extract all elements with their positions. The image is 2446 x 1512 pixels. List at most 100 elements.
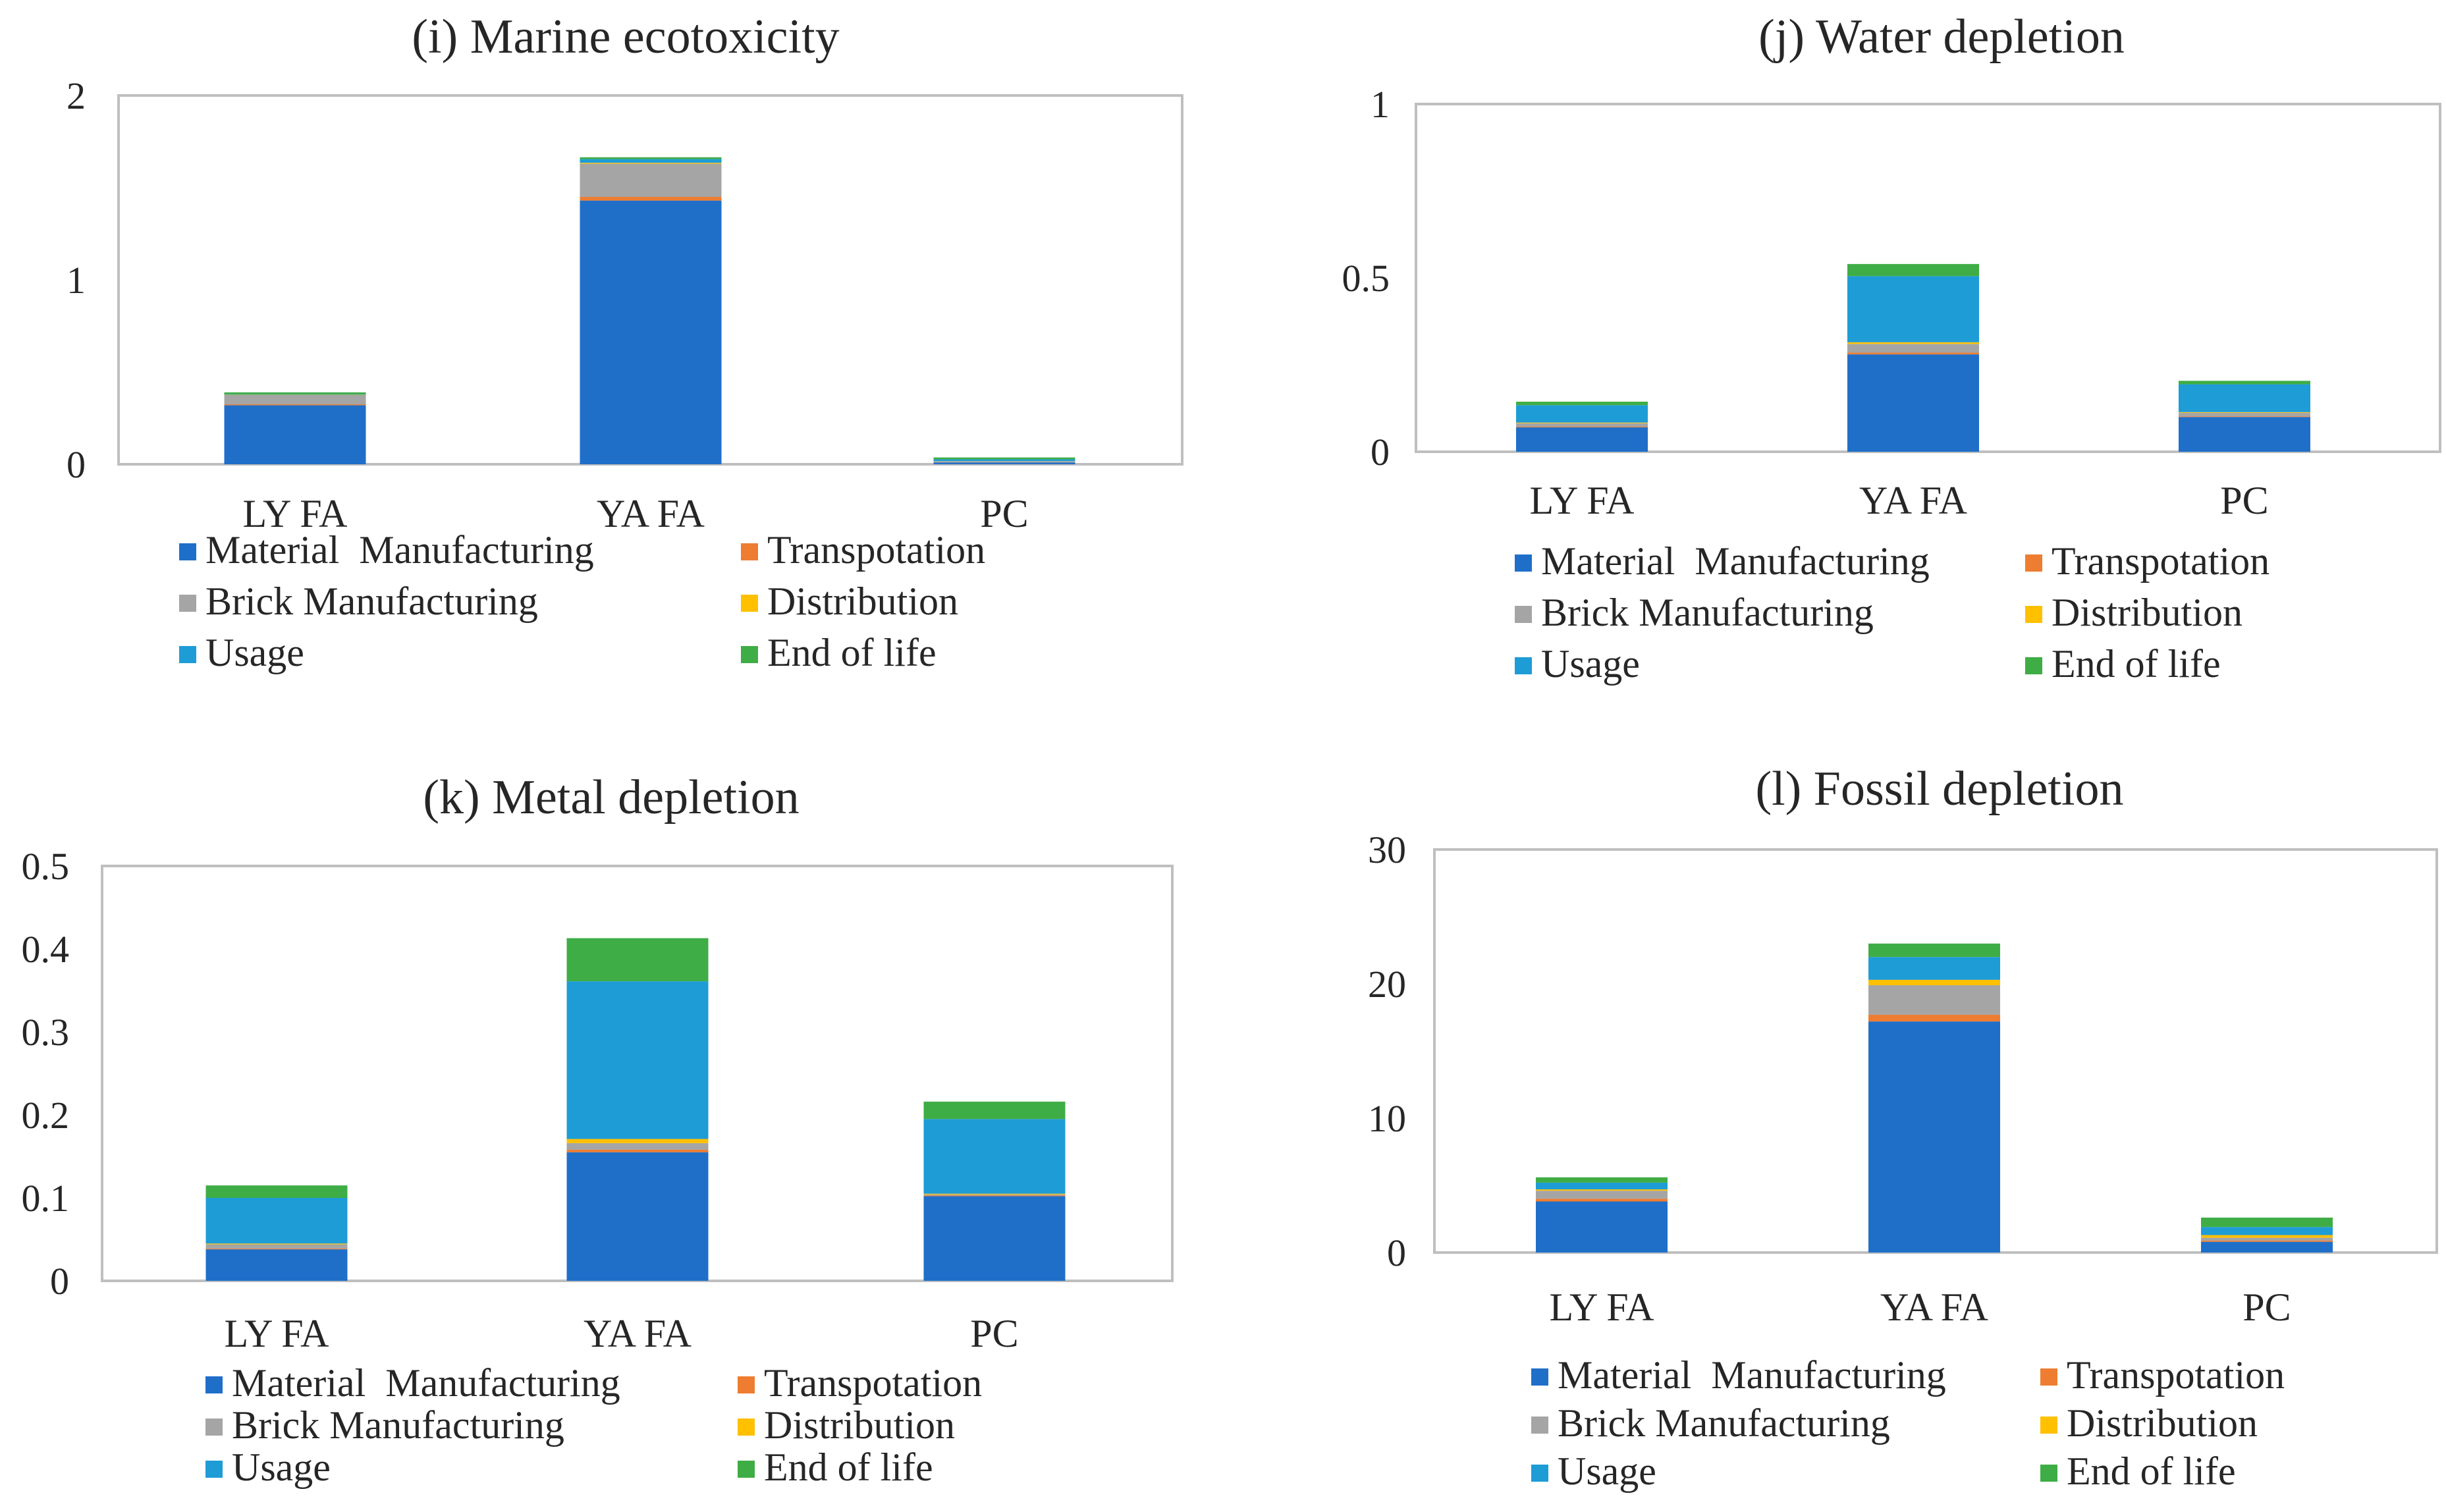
bar-segment <box>1536 1201 1668 1253</box>
bar-segment <box>224 394 366 395</box>
y-axis-ticks: 0 0.1 0.2 0.3 0.4 0.5 <box>22 845 70 1303</box>
bar-segment <box>224 392 366 394</box>
legend-label: Usage <box>205 631 304 674</box>
bar-segment <box>2201 1241 2333 1253</box>
x-category-label: YA FA <box>1859 479 1967 522</box>
y-tick-label: 10 <box>1368 1097 1406 1140</box>
x-axis-categories: LY FA YA FA PC <box>225 1312 1019 1355</box>
y-axis-ticks: 00.51 <box>1342 83 1390 473</box>
bar-segment <box>1847 263 1979 277</box>
legend-label: Material Manufacturing <box>1558 1353 1946 1397</box>
bar-segment <box>1536 1177 1668 1183</box>
legend-label: Material Manufacturing <box>232 1361 620 1405</box>
bar-segment <box>2179 416 2310 418</box>
bar-segment <box>1536 1191 1668 1199</box>
bar-segment <box>2201 1240 2333 1242</box>
bar-segment <box>923 1101 1066 1120</box>
bar-segment <box>2179 412 2310 413</box>
bar-segment <box>566 1149 709 1152</box>
bar-segment <box>1536 1199 1668 1202</box>
bar-segment <box>2201 1217 2333 1228</box>
bar-segment <box>566 1139 709 1143</box>
chart-title: (k) Metal depletion <box>423 770 799 824</box>
y-tick-label: 20 <box>1368 963 1406 1006</box>
legend-swatch <box>738 1376 755 1393</box>
legend-label: Distribution <box>764 1403 955 1447</box>
x-category-label: LY FA <box>1550 1285 1654 1329</box>
x-category-label: PC <box>2242 1285 2291 1329</box>
legend: Material Manufacturing Transpotation Brick… <box>1515 539 2269 686</box>
bar-segment <box>205 1249 348 1281</box>
legend-swatch <box>738 1461 755 1478</box>
bar-segment <box>1536 1189 1668 1191</box>
bar-segment <box>205 1244 348 1249</box>
y-tick-label: 0 <box>1371 431 1390 473</box>
y-tick-label: 0.3 <box>22 1011 70 1054</box>
bar-segment <box>923 1195 1066 1197</box>
legend-swatch <box>1531 1368 1548 1386</box>
bar-segment <box>566 981 709 1139</box>
legend-swatch <box>205 1418 223 1436</box>
bar-segment <box>580 163 722 197</box>
legend-swatch <box>179 595 196 612</box>
bar-segment <box>1868 1021 2000 1253</box>
legend-label: Brick Manufacturing <box>205 580 538 623</box>
x-axis-categories: LY FA YA FA PC <box>243 492 1029 535</box>
y-axis-ticks: 0 1 2 <box>67 74 86 486</box>
bar-segment <box>1516 405 1648 423</box>
bar-segment <box>580 200 722 464</box>
bar-segment <box>2179 384 2310 412</box>
bar-segment <box>2179 417 2310 452</box>
panel-water-depletion: (j) Water depletion 00.51 LY FA YA FA PC M… <box>1342 10 2441 686</box>
x-category-label: LY FA <box>243 492 348 535</box>
panel-metal-depletion: (k) Metal depletion 0 0.1 0.2 0.3 0.4 0.5 LY … <box>22 770 1174 1489</box>
bar-segment <box>1868 979 2000 986</box>
bar-segment <box>1847 354 1979 452</box>
legend-label: Brick Manufacturing <box>232 1403 564 1447</box>
legend-label: Usage <box>1541 642 1640 686</box>
x-category-label: YA FA <box>584 1312 692 1355</box>
y-tick-label: 0 <box>67 443 86 486</box>
legend-swatch <box>205 1461 223 1478</box>
y-tick-label: 0 <box>50 1260 69 1303</box>
bar-segment <box>566 1152 709 1281</box>
bar-segment <box>923 1196 1066 1281</box>
bar-segment <box>566 1143 709 1150</box>
bar-segment <box>580 159 722 163</box>
y-tick-label: 0.1 <box>22 1177 70 1220</box>
x-axis-categories: LY FA YA FA PC <box>1550 1285 2291 1329</box>
bar-segment <box>224 394 366 395</box>
legend-label: Distribution <box>767 580 958 623</box>
stacked-bars <box>205 938 1066 1281</box>
legend-swatch <box>741 595 758 612</box>
bar-segment <box>566 938 709 982</box>
bar-segment <box>2179 381 2310 385</box>
x-category-label: PC <box>980 492 1028 535</box>
bar-segment <box>580 157 722 159</box>
bar-segment <box>923 1193 1066 1195</box>
chart-title: (l) Fossil depletion <box>1755 762 2123 816</box>
legend: Material Manufacturing Transpotation Brick… <box>205 1361 982 1489</box>
y-axis-ticks: 0 10 20 30 <box>1368 828 1406 1274</box>
legend-swatch <box>2025 657 2042 674</box>
bar-segment <box>1868 985 2000 1015</box>
bar-segment <box>2201 1237 2333 1241</box>
bar-segment <box>933 462 1075 464</box>
bar-segment <box>1868 943 2000 958</box>
legend-label: Material Manufacturing <box>205 528 594 572</box>
bar-segment <box>2201 1235 2333 1238</box>
bar-segment <box>580 197 722 201</box>
y-tick-label: 1 <box>67 259 86 302</box>
y-tick-label: 30 <box>1368 828 1406 871</box>
legend-swatch <box>1531 1417 1548 1434</box>
bar-segment <box>205 1198 348 1244</box>
y-tick-label: 0 <box>1387 1231 1406 1274</box>
bar-segment <box>1868 957 2000 980</box>
legend-swatch <box>2040 1465 2057 1482</box>
legend-swatch <box>738 1418 755 1436</box>
bar-segment <box>1516 401 1648 406</box>
bar-segment <box>1536 1182 1668 1190</box>
bar-segment <box>923 1119 1066 1194</box>
legend-swatch <box>2040 1417 2057 1434</box>
